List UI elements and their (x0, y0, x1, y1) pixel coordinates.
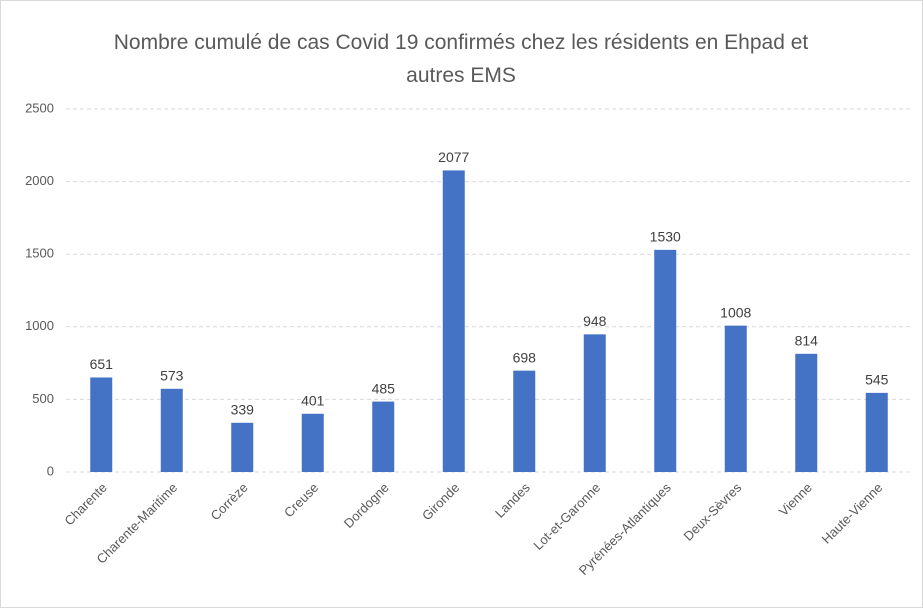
data-label: 545 (865, 372, 889, 388)
bar (724, 325, 747, 472)
data-label: 401 (301, 392, 325, 408)
data-label: 698 (513, 349, 537, 365)
data-label: 948 (583, 313, 607, 329)
bar (513, 370, 536, 472)
bar (583, 334, 606, 472)
y-tick-label: 2500 (25, 100, 54, 115)
data-label: 485 (372, 380, 396, 396)
y-tick-label: 2000 (25, 173, 54, 188)
bar (231, 422, 254, 472)
y-tick-label: 1000 (25, 318, 54, 333)
bar (795, 353, 818, 472)
y-tick-label: 500 (32, 391, 54, 406)
data-label: 2077 (438, 149, 469, 165)
data-label: 573 (160, 368, 184, 384)
bar (654, 249, 677, 472)
bar (160, 388, 183, 472)
data-label: 1008 (720, 304, 751, 320)
bar (372, 401, 395, 472)
bar (865, 392, 888, 472)
chart-title: Nombre cumulé de cas Covid 19 confirmés … (113, 31, 809, 87)
y-tick-label: 1500 (25, 246, 54, 261)
data-label: 339 (231, 401, 255, 417)
data-label: 651 (90, 356, 114, 372)
data-label: 814 (795, 333, 819, 349)
bar (301, 413, 324, 472)
y-tick-label: 0 (47, 463, 54, 478)
bar (90, 377, 113, 472)
bar (442, 170, 465, 472)
data-label: 1530 (650, 229, 681, 245)
